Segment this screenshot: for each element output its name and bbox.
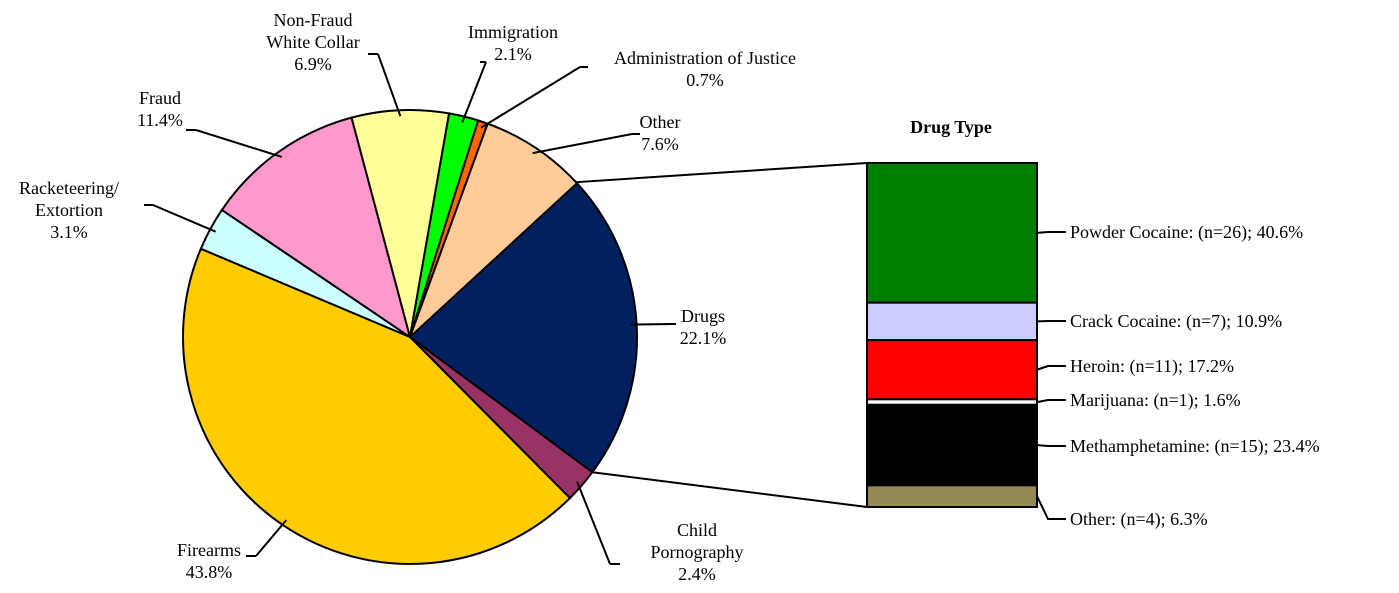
leader-line-firearms (255, 519, 288, 557)
offense-pie: Drugs 22.1% Child Pornography 2.4% Firearms 43… (19, 10, 796, 584)
leader-line-administration-of-justice (480, 66, 581, 129)
pie-label-racketeering-extortion: Racketeering/Extortion 3.1% (19, 178, 119, 242)
leader-line-non-fraud-white-collar (377, 53, 402, 117)
connector-top (575, 162, 868, 184)
pie-label-immigration: Immigration 2.1% (468, 22, 558, 64)
pie-label-fraud: Fraud 11.4% (137, 88, 183, 130)
pie-label-firearms: Firearms 43.8% (177, 540, 241, 582)
pie-label-drugs: Drugs 22.1% (680, 306, 727, 348)
connector-bottom (592, 471, 868, 508)
pie-slice-other (409, 122, 579, 338)
bar-segment-heroin (866, 339, 1038, 401)
pie-to-bar-connectors (575, 162, 868, 508)
pie-label-non-fraud-white-collar: Non-Fraud White Collar 6.9% (266, 10, 359, 74)
leader-line-fraud (195, 129, 283, 158)
pie-label-child-pornography: Child Pornography 2.4% (651, 520, 744, 584)
bar-segment-methamphetamine (866, 403, 1038, 487)
bar-label-crack-cocaine: Crack Cocaine: (n=7); 10.9% (1070, 311, 1282, 332)
leader-line-child-pornography (576, 481, 611, 565)
bar-leader-methamphetamine (1036, 444, 1066, 447)
bar-segment-crack-cocaine (866, 301, 1038, 342)
bar-leader-other (1036, 495, 1066, 520)
bar-label-heroin: Heroin: (n=11); 17.2% (1070, 356, 1234, 377)
bar-label-other: Other: (n=4); 6.3% (1070, 509, 1208, 530)
bar-label-powder-cocaine: Powder Cocaine: (n=26); 40.6% (1070, 222, 1303, 243)
drug-type-stacked-bar: Drug Type Powder Cocaine: (n=26); 40.6% C… (866, 117, 1320, 530)
leader-line-racketeering-extortion (152, 204, 217, 233)
leader-line-other (532, 133, 633, 155)
pie-label-administration-of-justice: Administration of Justice 0.7% (614, 48, 796, 90)
bar-segment-other (866, 484, 1038, 509)
leader-line-immigration (461, 61, 487, 123)
bar-leader-powder-cocaine (1036, 231, 1066, 234)
pie-label-other: Other 7.6% (640, 112, 681, 154)
bar-label-marijuana: Marijuana: (n=1); 1.6% (1070, 390, 1241, 411)
bar-title: Drug Type (910, 117, 992, 137)
bar-label-methamphetamine: Methamphetamine: (n=15); 23.4% (1070, 436, 1320, 457)
pie-slice-fraud (220, 116, 412, 340)
bar-segment-powder-cocaine (866, 162, 1038, 304)
bar-leader-marijuana (1036, 399, 1066, 404)
bar-leader-heroin (1036, 365, 1066, 371)
